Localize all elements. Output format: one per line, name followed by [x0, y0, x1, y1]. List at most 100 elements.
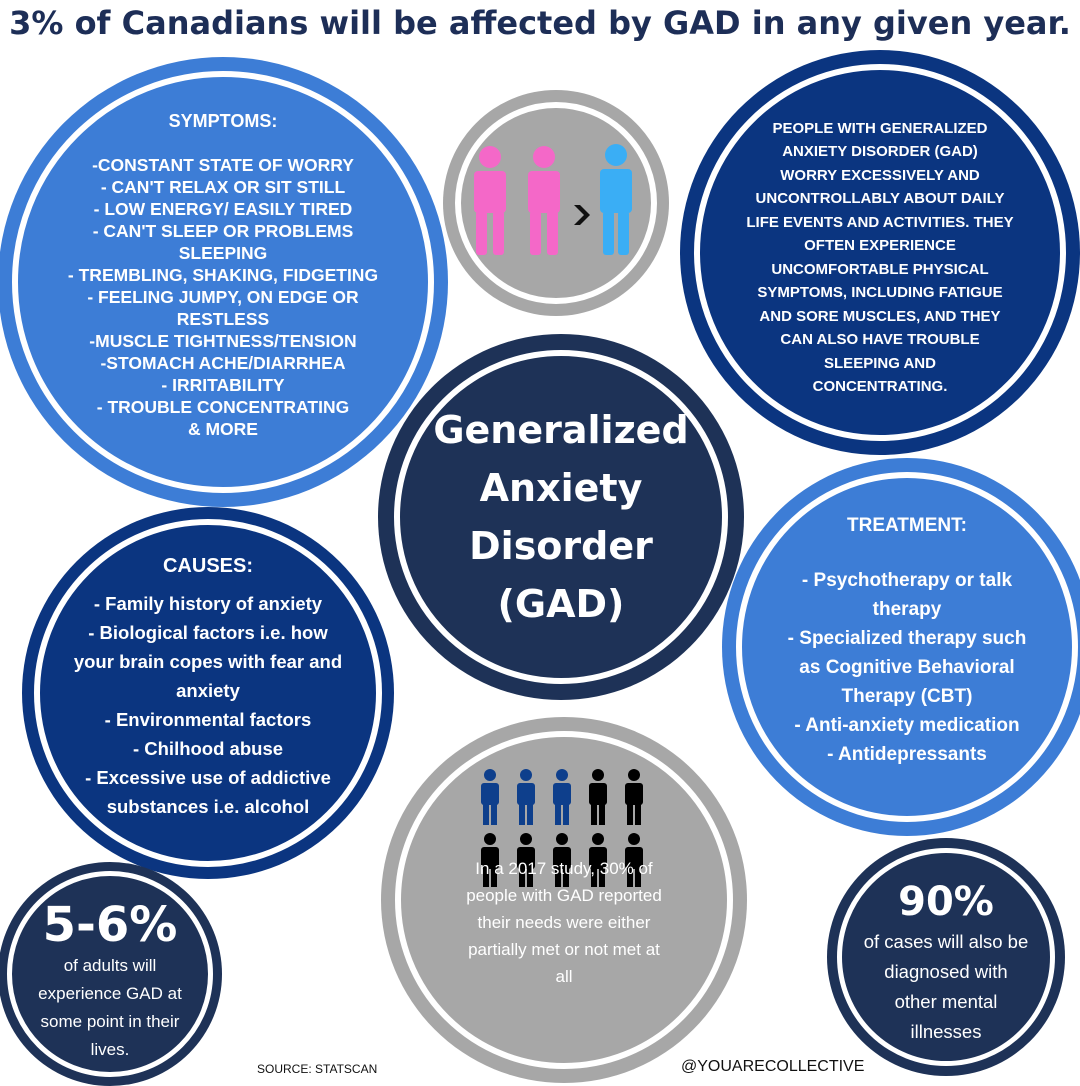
description-line: SLEEPING AND — [824, 354, 936, 372]
cases-stat-line: of cases will also be — [863, 931, 1029, 952]
description-line: ANXIETY DISORDER (GAD) — [782, 143, 978, 160]
cause-line: - Environmental factors — [104, 708, 312, 730]
person-icon — [553, 833, 571, 887]
causes-heading: CAUSES: — [162, 554, 253, 577]
person-icon — [589, 833, 607, 887]
symptoms-heading: SYMPTOMS: — [168, 111, 278, 131]
study-line: all — [555, 967, 573, 986]
gender-ratio-graphic — [474, 144, 632, 255]
person-icon — [481, 769, 499, 825]
adults-stat-value: 5-6% — [42, 897, 178, 953]
study-line: their needs were either — [477, 913, 651, 932]
symptom-line: -MUSCLE TIGHTNESS/TENSION — [89, 331, 357, 351]
cause-line: - Chilhood abuse — [132, 737, 284, 759]
cases-stat-line: other mental — [894, 991, 998, 1012]
cases-stat-value: 90% — [898, 879, 994, 925]
study-people-graphic — [481, 769, 643, 887]
study-circle: In a 2017 study, 30% of people with GAD … — [381, 717, 747, 1083]
symptom-line: -STOMACH ACHE/DIARRHEA — [100, 353, 346, 373]
female-figure-icon — [474, 146, 506, 255]
person-icon — [481, 833, 499, 887]
causes-ring — [34, 519, 382, 867]
description-circle: PEOPLE WITH GENERALIZED ANXIETY DISORDER… — [680, 50, 1080, 455]
description-line: SYMPTOMS, INCLUDING FATIGUE — [757, 284, 1003, 301]
treatment-line: Therapy (CBT) — [841, 686, 973, 707]
symptom-line: & MORE — [187, 419, 258, 439]
study-line: In a 2017 study, 30% of — [475, 859, 653, 878]
person-icon — [625, 833, 643, 887]
study-text: In a 2017 study, 30% of people with GAD … — [426, 855, 702, 990]
description-line: AND SORE MUSCLES, AND THEY — [759, 307, 1001, 325]
cause-line: - Family history of anxiety — [93, 592, 323, 614]
description-line: LIFE EVENTS AND ACTIVITIES. THEY — [746, 213, 1014, 231]
treatment-line: - Psychotherapy or talk — [801, 570, 1013, 591]
cases-stat-circle: 90% of cases will also be diagnosed with… — [827, 838, 1065, 1076]
person-icon — [517, 833, 535, 887]
description-line: WORRY EXCESSIVELY AND — [780, 166, 980, 184]
adults-stat-line: some point in their — [40, 1012, 180, 1031]
symptom-line: - TREMBLING, SHAKING, FIDGETING — [67, 265, 379, 285]
symptom-line: - FEELING JUMPY, ON EDGE OR — [87, 287, 359, 307]
treatment-ring — [736, 472, 1078, 822]
social-handle: @YOUARECOLLECTIVE — [681, 1058, 865, 1075]
symptom-line: -CONSTANT STATE OF WORRY — [92, 155, 354, 175]
description-text: PEOPLE WITH GENERALIZED ANXIETY DISORDER… — [716, 117, 1043, 399]
person-icon — [517, 769, 535, 825]
adults-stat-line: lives. — [90, 1040, 130, 1059]
headline: 3% of Canadians will be affected by GAD … — [9, 4, 1071, 42]
treatment-heading: TREATMENT: — [847, 515, 967, 536]
person-icon — [625, 769, 643, 825]
cause-line: anxiety — [176, 679, 240, 701]
causes-text: CAUSES: - Family history of anxiety - Bi… — [60, 552, 356, 821]
male-figure-icon — [600, 144, 632, 255]
treatment-line: - Specialized therapy such — [787, 628, 1027, 649]
treatment-line: - Antidepressants — [827, 744, 987, 765]
center-title-line: Generalized — [433, 408, 689, 452]
description-line: PEOPLE WITH GENERALIZED — [772, 119, 988, 137]
study-line: people with GAD reported — [466, 886, 662, 905]
adults-stat-line: of adults will — [63, 956, 157, 975]
cause-line: substances i.e. alcohol — [106, 795, 310, 817]
person-icon — [553, 769, 571, 825]
treatment-line: - Anti-anxiety medication — [794, 715, 1020, 736]
center-title-ring — [394, 350, 728, 684]
symptoms-text: SYMPTOMS: -CONSTANT STATE OF WORRY - CAN… — [38, 110, 408, 440]
symptoms-ring — [12, 71, 434, 493]
adults-stat-line: experience GAD at — [38, 984, 182, 1003]
study-ring — [395, 731, 733, 1069]
treatment-line: as Cognitive Behavioral — [799, 657, 1015, 678]
symptom-line: - TROUBLE CONCENTRATING — [96, 397, 350, 417]
study-line: partially met or not met at — [468, 940, 660, 959]
treatment-circle: TREATMENT: - Psychotherapy or talk thera… — [722, 458, 1080, 836]
cause-line: - Biological factors i.e. how — [88, 621, 328, 643]
causes-circle: CAUSES: - Family history of anxiety - Bi… — [22, 507, 394, 879]
symptom-line: - IRRITABILITY — [161, 375, 285, 395]
female-figure-icon — [528, 146, 560, 255]
cases-stat-ring — [837, 848, 1055, 1066]
cases-stat-text: 90% of cases will also be diagnosed with… — [864, 877, 1029, 1047]
chevron-right-icon — [574, 205, 590, 225]
treatment-line: therapy — [872, 599, 942, 620]
cases-stat-line: diagnosed with — [884, 961, 1008, 982]
center-title-line: (GAD) — [497, 582, 625, 626]
description-ring — [694, 64, 1066, 441]
description-line: UNCONTROLLABLY ABOUT DAILY — [755, 190, 1005, 207]
center-title-line: Disorder — [469, 524, 653, 568]
adults-stat-circle: 5-6% of adults will experience GAD at so… — [0, 862, 222, 1086]
symptom-line: SLEEPING — [178, 243, 268, 263]
symptom-line: - CAN'T RELAX OR SIT STILL — [100, 177, 346, 197]
symptoms-circle: SYMPTOMS: -CONSTANT STATE OF WORRY - CAN… — [0, 57, 448, 507]
description-line: OFTEN EXPERIENCE — [804, 237, 956, 254]
symptom-line: - LOW ENERGY/ EASILY TIRED — [93, 199, 353, 219]
center-title-circle: Generalized Anxiety Disorder (GAD) — [378, 334, 744, 700]
source-credit: SOURCE: STATSCAN — [257, 1062, 378, 1076]
center-title-line: Anxiety — [479, 466, 643, 510]
center-title: Generalized Anxiety Disorder (GAD) — [433, 401, 688, 633]
symptom-line: - CAN'T SLEEP OR PROBLEMS — [92, 221, 354, 241]
cases-stat-line: illnesses — [910, 1021, 982, 1042]
adults-stat-ring — [7, 871, 213, 1077]
adults-stat-text: 5-6% of adults will experience GAD at so… — [38, 898, 182, 1064]
person-icon — [589, 769, 607, 825]
description-line: CAN ALSO HAVE TROUBLE — [780, 331, 980, 348]
cause-line: your brain copes with fear and — [73, 650, 343, 672]
